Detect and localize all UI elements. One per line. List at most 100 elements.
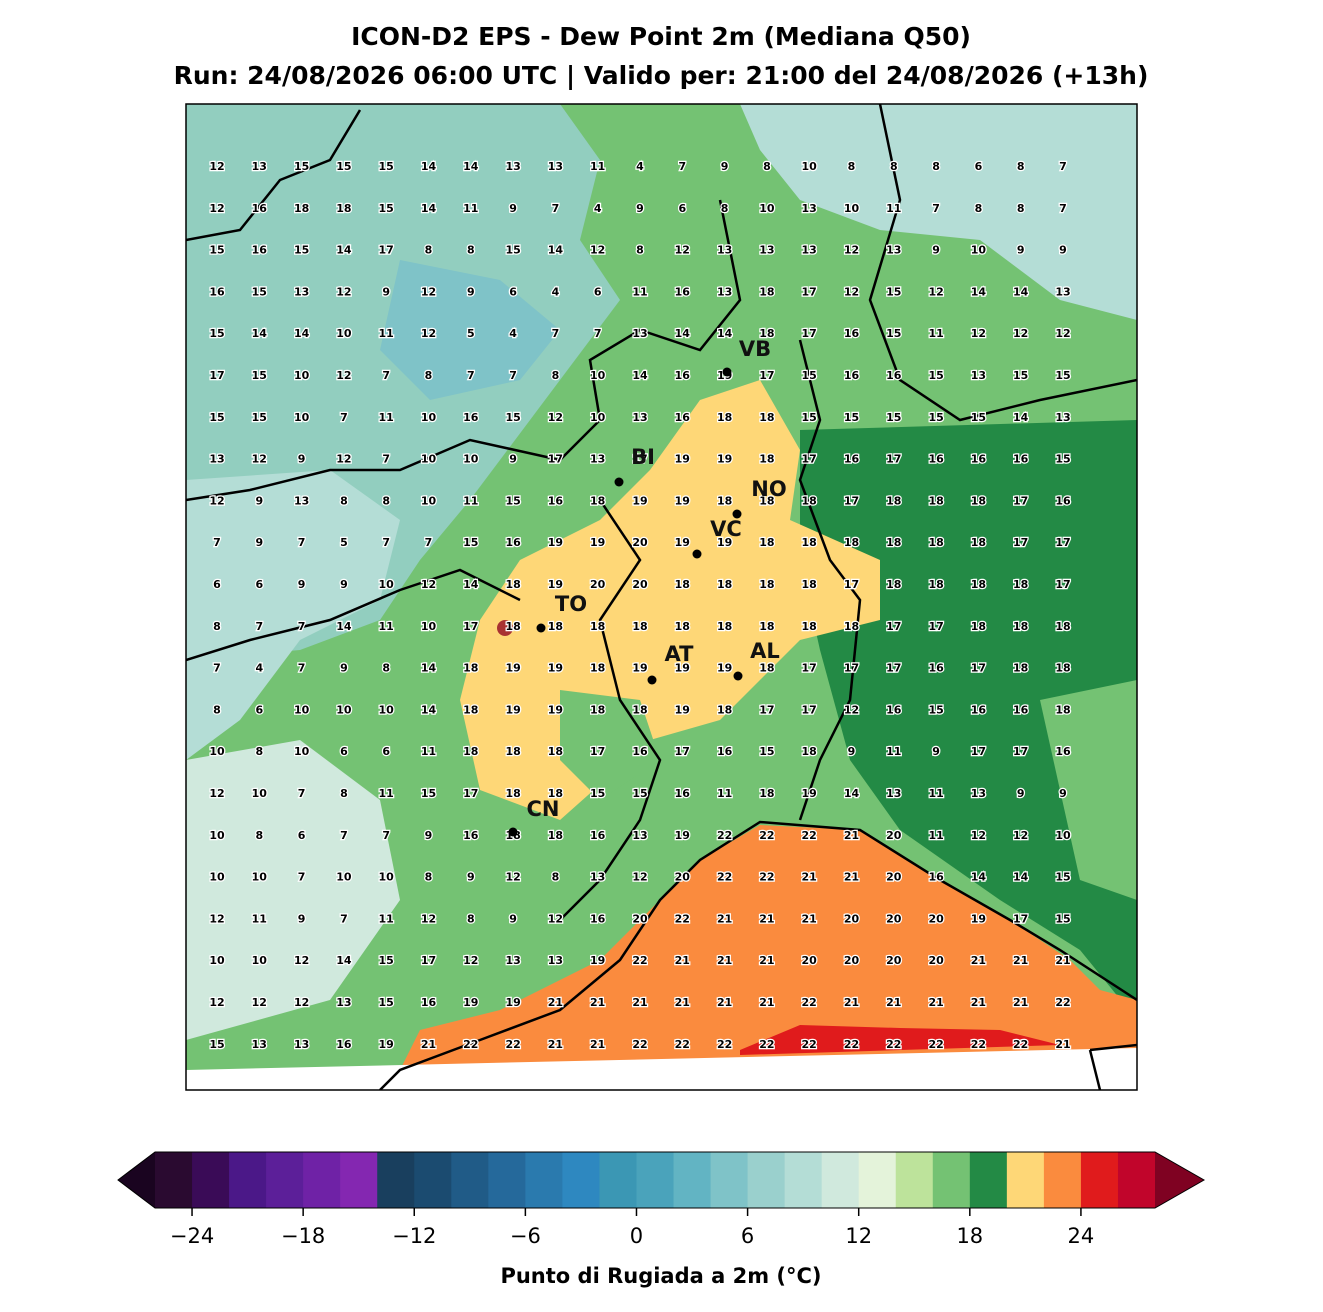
- grid-value: 22: [632, 1038, 647, 1051]
- grid-value: 16: [209, 285, 225, 298]
- colorbar-box: [414, 1152, 452, 1208]
- grid-value: 10: [294, 369, 310, 382]
- colorbar-box: [858, 1152, 897, 1208]
- grid-value: 10: [421, 494, 437, 507]
- grid-value: 16: [505, 536, 521, 549]
- grid-value: 21: [759, 954, 774, 967]
- border-line: [798, 339, 862, 821]
- grid-value: 20: [928, 912, 944, 925]
- grid-value: 16: [421, 996, 437, 1009]
- grid-value: 17: [379, 244, 394, 257]
- grid-value: 15: [802, 369, 817, 382]
- grid-value: 11: [379, 411, 394, 424]
- grid-value: 11: [463, 202, 478, 215]
- grid-value: 22: [928, 1038, 943, 1051]
- grid-value: 11: [379, 787, 394, 800]
- map-frame: [185, 103, 1138, 1091]
- grid-value: 8: [467, 912, 475, 925]
- grid-value: 6: [509, 285, 517, 298]
- grid-value: 12: [590, 244, 605, 257]
- grid-value: 21: [886, 996, 901, 1009]
- grid-value: 11: [886, 745, 901, 758]
- grid-value: 18: [675, 578, 690, 591]
- grid-value: 18: [548, 620, 563, 633]
- grid-value: 16: [1013, 453, 1029, 466]
- grid-value: 5: [340, 536, 348, 549]
- grid-value: 22: [844, 1038, 859, 1051]
- grid-value: 22: [802, 996, 817, 1009]
- grid-value: 19: [548, 578, 563, 591]
- grid-value: 15: [844, 411, 859, 424]
- grid-value: 14: [971, 871, 987, 884]
- grid-value: 8: [213, 620, 221, 633]
- grid-value: 13: [294, 494, 309, 507]
- grid-value: 11: [886, 202, 901, 215]
- colorbar-box: [192, 1152, 230, 1208]
- grid-value: 13: [717, 244, 732, 257]
- grid-value: 18: [759, 453, 774, 466]
- grid-value: 19: [717, 536, 732, 549]
- grid-value: 22: [1013, 1038, 1028, 1051]
- alpine-area: [740, 104, 1137, 320]
- grid-value: 10: [463, 453, 479, 466]
- grid-value: 16: [590, 829, 606, 842]
- grid-value: 21: [928, 996, 943, 1009]
- grid-value: 18: [886, 578, 901, 591]
- grid-value: 9: [932, 244, 940, 257]
- grid-value: 19: [505, 703, 520, 716]
- grid-value: 17: [886, 662, 901, 675]
- grid-value: 21: [717, 996, 732, 1009]
- grid-value: 12: [548, 912, 563, 925]
- grid-value: 18: [759, 327, 774, 340]
- grid-value: 18: [802, 745, 817, 758]
- grid-value: 16: [844, 327, 860, 340]
- colorbar-box: [1117, 1152, 1156, 1208]
- grid-value: 19: [632, 494, 647, 507]
- grid-value: 18: [802, 494, 817, 507]
- grid-value: 10: [421, 453, 437, 466]
- grid-value: 15: [505, 411, 520, 424]
- grid-value: 7: [298, 871, 306, 884]
- grid-value: 13: [505, 160, 520, 173]
- city-label: CN: [527, 797, 560, 821]
- colorbar-box: [155, 1152, 193, 1208]
- grid-value: 15: [336, 160, 351, 173]
- grid-value: 14: [294, 327, 310, 340]
- grid-value: 14: [336, 244, 352, 257]
- colorbar-tick-label: −6: [510, 1224, 541, 1248]
- grid-value: 18: [548, 787, 563, 800]
- grid-value: 4: [255, 662, 263, 675]
- grid-value: 9: [298, 912, 306, 925]
- grid-value: 15: [1055, 871, 1070, 884]
- grid-value: 21: [675, 996, 690, 1009]
- grid-value: 12: [336, 285, 351, 298]
- grid-value: 18: [971, 578, 986, 591]
- grid-value: 7: [255, 620, 263, 633]
- grid-value: 11: [379, 912, 394, 925]
- grid-value: 16: [971, 703, 987, 716]
- outside-domain: [186, 1048, 1137, 1090]
- grid-value: 18: [1013, 662, 1028, 675]
- grid-value: 16: [971, 453, 987, 466]
- grid-value: 8: [425, 369, 433, 382]
- grid-value: 7: [340, 912, 348, 925]
- grid-value: 10: [209, 745, 225, 758]
- grid-value: 9: [255, 494, 263, 507]
- grid-value: 18: [759, 578, 774, 591]
- border-line: [559, 499, 662, 921]
- colorbar-box: [377, 1152, 415, 1208]
- colorbar-box: [1043, 1152, 1082, 1208]
- grid-value: 18: [759, 494, 774, 507]
- grid-value: 4: [636, 160, 644, 173]
- grid-value: 9: [340, 662, 348, 675]
- grid-value: 11: [379, 620, 394, 633]
- grid-value: 19: [590, 954, 605, 967]
- grid-value: 20: [802, 954, 818, 967]
- grid-value: 9: [382, 285, 390, 298]
- border-line: [186, 568, 521, 662]
- grid-value: 12: [632, 871, 647, 884]
- grid-value: 15: [802, 411, 817, 424]
- grid-value: 17: [886, 453, 901, 466]
- grid-value: 22: [971, 1038, 986, 1051]
- grid-value: 8: [213, 703, 221, 716]
